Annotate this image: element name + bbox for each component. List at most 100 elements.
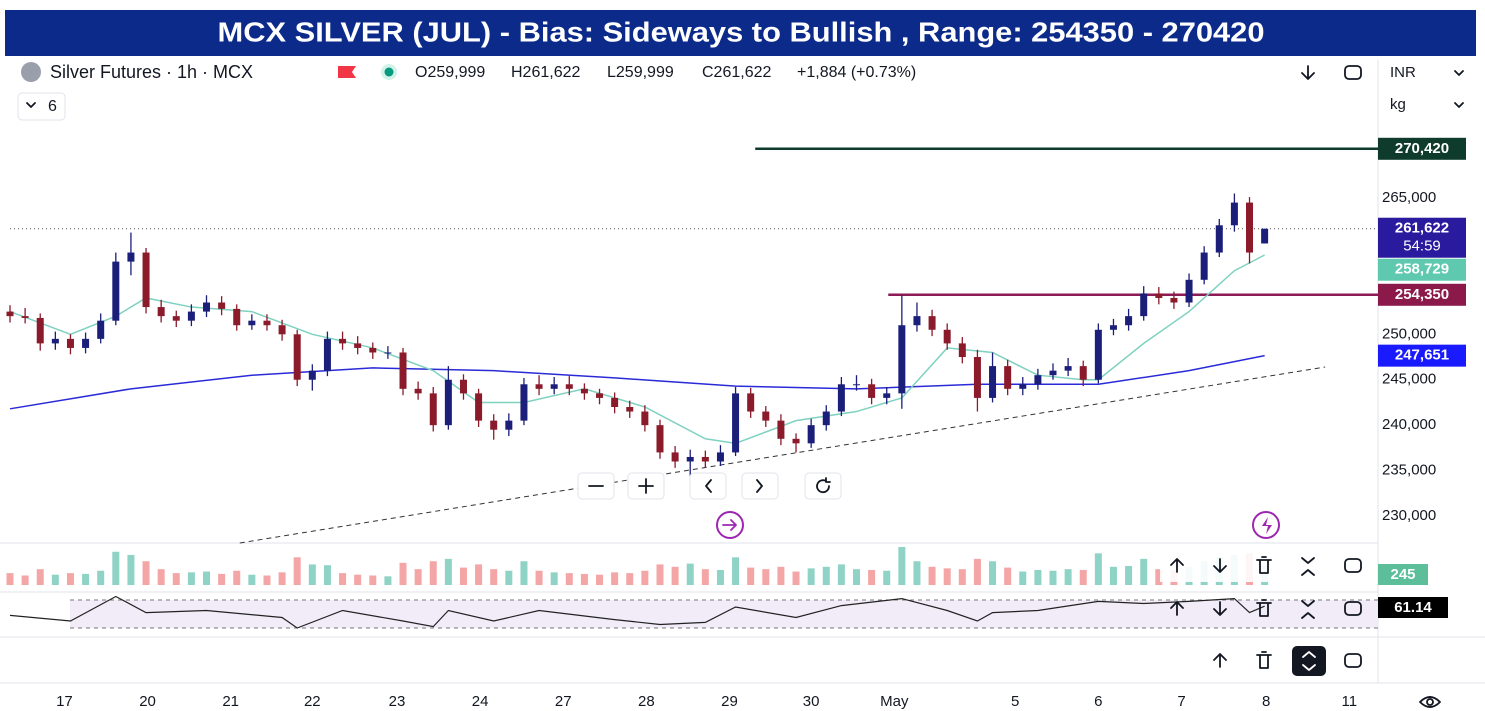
volume-bar	[354, 574, 362, 585]
right-icon	[756, 479, 763, 493]
price-tag-label: 258,729	[1395, 261, 1449, 278]
volume-bar	[384, 576, 392, 585]
candle-body	[51, 338, 59, 344]
candle-body	[868, 384, 876, 398]
collapse[interactable]	[1301, 557, 1315, 576]
candle-body	[686, 456, 694, 462]
currency[interactable]: INR	[1390, 64, 1416, 81]
volume-bar	[1004, 567, 1012, 585]
indicators-toggle[interactable]	[17, 92, 66, 121]
candle-body	[97, 320, 105, 339]
candle-body	[1185, 279, 1193, 303]
volume-tag	[1378, 564, 1428, 585]
candle-body	[822, 411, 830, 426]
candle-body	[913, 316, 921, 326]
move-up[interactable]	[1213, 653, 1227, 668]
volume-bar	[278, 572, 286, 585]
maximize[interactable]	[1344, 558, 1362, 573]
candle-body	[459, 379, 467, 394]
volume-bar	[1125, 566, 1133, 585]
candle-body	[656, 425, 664, 453]
candle-body	[973, 357, 981, 398]
candle-body	[777, 420, 785, 439]
maximize[interactable]	[1344, 601, 1362, 616]
candle-body	[1019, 384, 1027, 389]
candle-body	[1140, 293, 1148, 317]
delete[interactable]	[1256, 651, 1272, 669]
marks: 230,000 235,000 240,000 245,000 250,000 265,0…	[6, 137, 1466, 710]
rsi-band	[70, 600, 1378, 628]
x-tick-label: 6	[1094, 693, 1102, 710]
volume-bar	[611, 572, 619, 585]
volume-bar	[308, 564, 316, 585]
y-tick-label: 230,000	[1382, 507, 1436, 524]
candle-body	[429, 393, 437, 426]
price-tag-label: 261,622	[1395, 220, 1449, 237]
volume-bar	[580, 573, 588, 585]
candle-body	[1079, 366, 1087, 380]
volume-bar	[1140, 558, 1148, 585]
volume-bar	[505, 570, 513, 585]
unit[interactable]: kg	[1390, 96, 1406, 113]
volume-bar	[550, 572, 558, 585]
candle-body	[263, 320, 271, 326]
volume-bar	[459, 567, 467, 585]
candle-body	[157, 307, 165, 317]
volume-bar	[807, 568, 815, 585]
reset[interactable]	[804, 472, 842, 500]
candle-body	[6, 311, 14, 317]
settings-icon[interactable]	[1419, 696, 1441, 708]
download-icon[interactable]	[1301, 65, 1315, 80]
y-tick-label: 235,000	[1382, 462, 1436, 479]
maximize[interactable]	[1344, 653, 1362, 668]
symbol: Silver Futures · 1h · MCX	[50, 62, 253, 82]
volume-bar	[822, 566, 830, 585]
collapse[interactable]	[1301, 600, 1315, 619]
candle-body	[852, 384, 860, 386]
move-down[interactable]	[1213, 558, 1227, 573]
move-up[interactable]	[1170, 601, 1184, 616]
delete[interactable]	[1256, 599, 1272, 617]
volume-bar	[626, 573, 634, 585]
event-icon[interactable]	[716, 511, 744, 539]
price-tag-label: 247,651	[1395, 347, 1449, 364]
rsi-tag	[1378, 597, 1448, 618]
volume-bar	[293, 557, 301, 585]
delete[interactable]	[1256, 556, 1272, 574]
candle-body	[1215, 225, 1223, 253]
fullscreen-icon[interactable]	[1344, 65, 1362, 80]
volume-bar	[701, 569, 709, 585]
move-down[interactable]	[1213, 601, 1227, 616]
settings-dot	[1426, 698, 1434, 706]
status-dot	[384, 67, 394, 77]
x-tick-label: 11	[1341, 693, 1357, 710]
x-tick-label: 29	[721, 693, 738, 710]
volume-bar	[97, 570, 105, 585]
scroll-left[interactable]	[689, 472, 727, 500]
candle-body	[732, 393, 740, 453]
collapse-active[interactable]	[1292, 646, 1326, 676]
candle-body	[1170, 297, 1178, 303]
plus-icon	[638, 478, 654, 494]
left-icon	[705, 479, 712, 493]
candle-body	[248, 320, 256, 326]
event-icon[interactable]	[1252, 511, 1280, 539]
y-tick-label: 240,000	[1382, 416, 1436, 433]
scroll-right[interactable]	[741, 472, 779, 500]
volume-bar	[157, 569, 165, 585]
volume-bar	[369, 575, 377, 585]
chart-title: MCX SILVER (JUL) - Bias: Sideways to Bul…	[218, 16, 1265, 47]
move-up[interactable]	[1170, 558, 1184, 573]
x-tick-label: 24	[472, 693, 489, 710]
price-tag-label: 270,420	[1395, 140, 1449, 157]
candle-body	[203, 302, 211, 312]
candle-body	[308, 370, 316, 380]
ma-fast	[9, 254, 1265, 445]
flag-icon	[338, 66, 356, 78]
chevron	[1454, 102, 1464, 108]
change: +1,884 (+0.73%)	[797, 64, 916, 81]
title-banner	[5, 10, 1476, 56]
high: H261,622	[511, 64, 580, 81]
volume-bar	[187, 572, 195, 585]
